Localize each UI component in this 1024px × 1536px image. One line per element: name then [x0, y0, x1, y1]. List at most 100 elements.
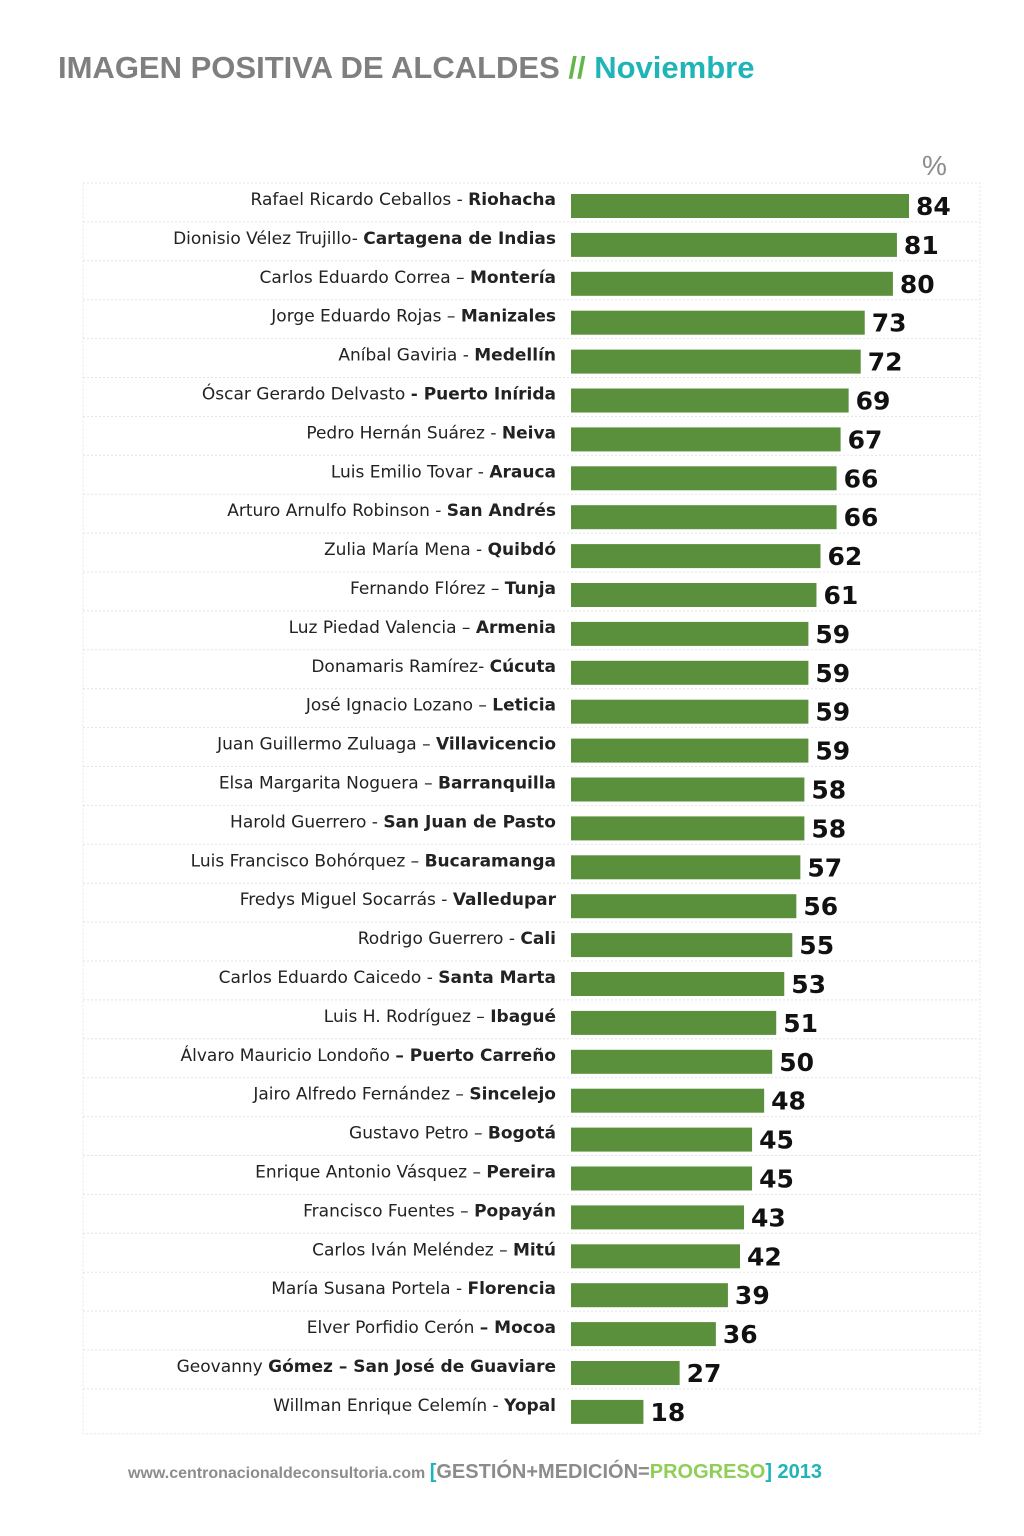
mayor-name: Francisco Fuentes –	[303, 1201, 474, 1221]
city-name: Riohacha	[468, 190, 556, 210]
mayor-name: Luis H. Rodríguez –	[324, 1007, 490, 1027]
bar	[571, 1361, 680, 1385]
value-label: 72	[868, 348, 903, 377]
bar	[571, 1283, 728, 1308]
mayor-name: Óscar Gerardo Delvasto	[202, 383, 411, 405]
mayor-name: Luis Emilio Tovar -	[331, 462, 490, 482]
value-label: 67	[848, 425, 883, 454]
bar	[571, 855, 801, 880]
footer-bracket-open: [	[429, 1461, 437, 1483]
value-label: 58	[811, 776, 846, 805]
title-month: Noviembre	[594, 50, 755, 85]
category-label: Rodrigo Guerrero - Cali	[358, 929, 556, 949]
category-label: Elver Porfidio Cerón – Mocoa	[307, 1318, 556, 1338]
footer-bracket-close: ]	[765, 1461, 772, 1483]
city-name: Tunja	[505, 579, 556, 599]
category-label: Enrique Antonio Vásquez – Pereira	[255, 1163, 556, 1183]
mayor-name: Rodrigo Guerrero -	[358, 929, 521, 949]
category-label: Zulia María Mena - Quibdó	[324, 540, 556, 560]
value-label: 45	[759, 1126, 794, 1155]
city-name: Santa Marta	[438, 968, 556, 988]
mayor-name: Luis Francisco Bohórquez –	[191, 851, 425, 871]
category-label: Elsa Margarita Noguera – Barranquilla	[219, 774, 556, 794]
bar	[571, 271, 893, 296]
bar	[571, 1127, 753, 1152]
mayor-name: Pedro Hernán Suárez -	[306, 423, 502, 443]
category-label: Geovanny Gómez – San José de Guaviare	[177, 1357, 556, 1377]
bar	[571, 1205, 745, 1230]
bar	[571, 699, 809, 724]
category-label: Jairo Alfredo Fernández – Sincelejo	[252, 1085, 556, 1105]
mayor-name: Carlos Eduardo Correa –	[260, 268, 470, 288]
value-label: 53	[791, 970, 826, 999]
city-name: Pereira	[486, 1163, 556, 1183]
category-label: Harold Guerrero - San Juan de Pasto	[230, 812, 556, 832]
city-name: Cúcuta	[490, 657, 556, 677]
mayor-name: Arturo Arnulfo Robinson -	[227, 501, 447, 521]
value-label: 36	[723, 1320, 758, 1349]
city-name: – Puerto Carreño	[395, 1046, 556, 1066]
city-name: Popayán	[474, 1201, 556, 1221]
footer-gestion: GESTIÓN+MEDICIÓN=	[436, 1461, 650, 1483]
value-label: 42	[747, 1242, 782, 1271]
category-label: Carlos Eduardo Correa – Montería	[260, 268, 556, 288]
city-name: Valledupar	[453, 890, 557, 910]
value-label: 59	[815, 698, 850, 727]
value-label: 58	[811, 814, 846, 843]
city-name: Cartagena de Indias	[363, 229, 556, 249]
value-label: 59	[815, 737, 850, 766]
bar	[571, 738, 809, 763]
category-label: Willman Enrique Celemín - Yopal	[273, 1396, 556, 1416]
mayor-name: Elver Porfidio Cerón	[307, 1318, 480, 1338]
value-label: 48	[771, 1087, 806, 1116]
city-name: San Juan de Pasto	[383, 812, 556, 832]
bar	[571, 466, 837, 491]
mayor-name: Rafael Ricardo Ceballos -	[251, 190, 469, 210]
category-label: Carlos Iván Meléndez – Mitú	[312, 1240, 556, 1260]
city-name: Cali	[520, 929, 556, 949]
unit-label: %	[922, 150, 947, 181]
category-label: Fernando Flórez – Tunja	[350, 579, 556, 599]
value-label: 69	[856, 387, 891, 416]
city-name: Medellín	[474, 346, 556, 366]
category-label: Carlos Eduardo Caicedo - Santa Marta	[219, 968, 556, 988]
value-label: 66	[844, 503, 879, 532]
mayor-name: Dionisio Vélez Trujillo-	[173, 229, 363, 249]
city-name: Gómez – San José de Guaviare	[268, 1357, 556, 1377]
city-name: Yopal	[503, 1396, 556, 1416]
bar	[571, 1399, 644, 1424]
category-label: Luis H. Rodríguez – Ibagué	[324, 1007, 556, 1027]
city-name: Florencia	[467, 1279, 556, 1299]
mayor-name: Juan Guillermo Zuluaga –	[216, 735, 436, 755]
bar	[571, 621, 809, 646]
mayor-name: María Susana Portela -	[271, 1279, 467, 1299]
value-label: 61	[823, 581, 858, 610]
city-name: Leticia	[492, 696, 556, 716]
mayor-name: Donamaris Ramírez-	[311, 657, 489, 677]
footer: www.centronacionaldeconsultoria.com [GES…	[128, 1461, 822, 1484]
bar	[571, 505, 837, 530]
mayor-name: Jairo Alfredo Fernández –	[252, 1085, 469, 1105]
category-label: Pedro Hernán Suárez - Neiva	[306, 423, 556, 443]
value-label: 27	[687, 1359, 722, 1388]
mayor-name: Jorge Eduardo Rojas –	[270, 307, 461, 327]
bar	[571, 1010, 777, 1035]
bar	[571, 310, 865, 335]
footer-year: 2013	[771, 1461, 823, 1483]
category-label: Francisco Fuentes – Popayán	[303, 1201, 556, 1221]
mayor-name: Luz Piedad Valencia –	[289, 618, 476, 638]
bar	[571, 1166, 753, 1191]
mayor-name: Carlos Iván Meléndez –	[312, 1240, 513, 1260]
title-main: IMAGEN POSITIVA DE ALCALDES	[58, 50, 560, 85]
mayor-name: Gustavo Petro –	[349, 1124, 488, 1144]
mayor-name: Fredys Miguel Socarrás -	[240, 890, 453, 910]
value-label: 59	[815, 659, 850, 688]
value-label: 18	[650, 1398, 685, 1427]
city-name: Montería	[470, 268, 556, 288]
city-name: Bogotá	[488, 1124, 556, 1144]
bar	[571, 232, 897, 257]
mayor-name: Elsa Margarita Noguera –	[219, 774, 438, 794]
bar	[571, 427, 841, 452]
category-label: Juan Guillermo Zuluaga – Villavicencio	[216, 735, 556, 755]
category-label: Luis Francisco Bohórquez – Bucaramanga	[191, 851, 556, 871]
